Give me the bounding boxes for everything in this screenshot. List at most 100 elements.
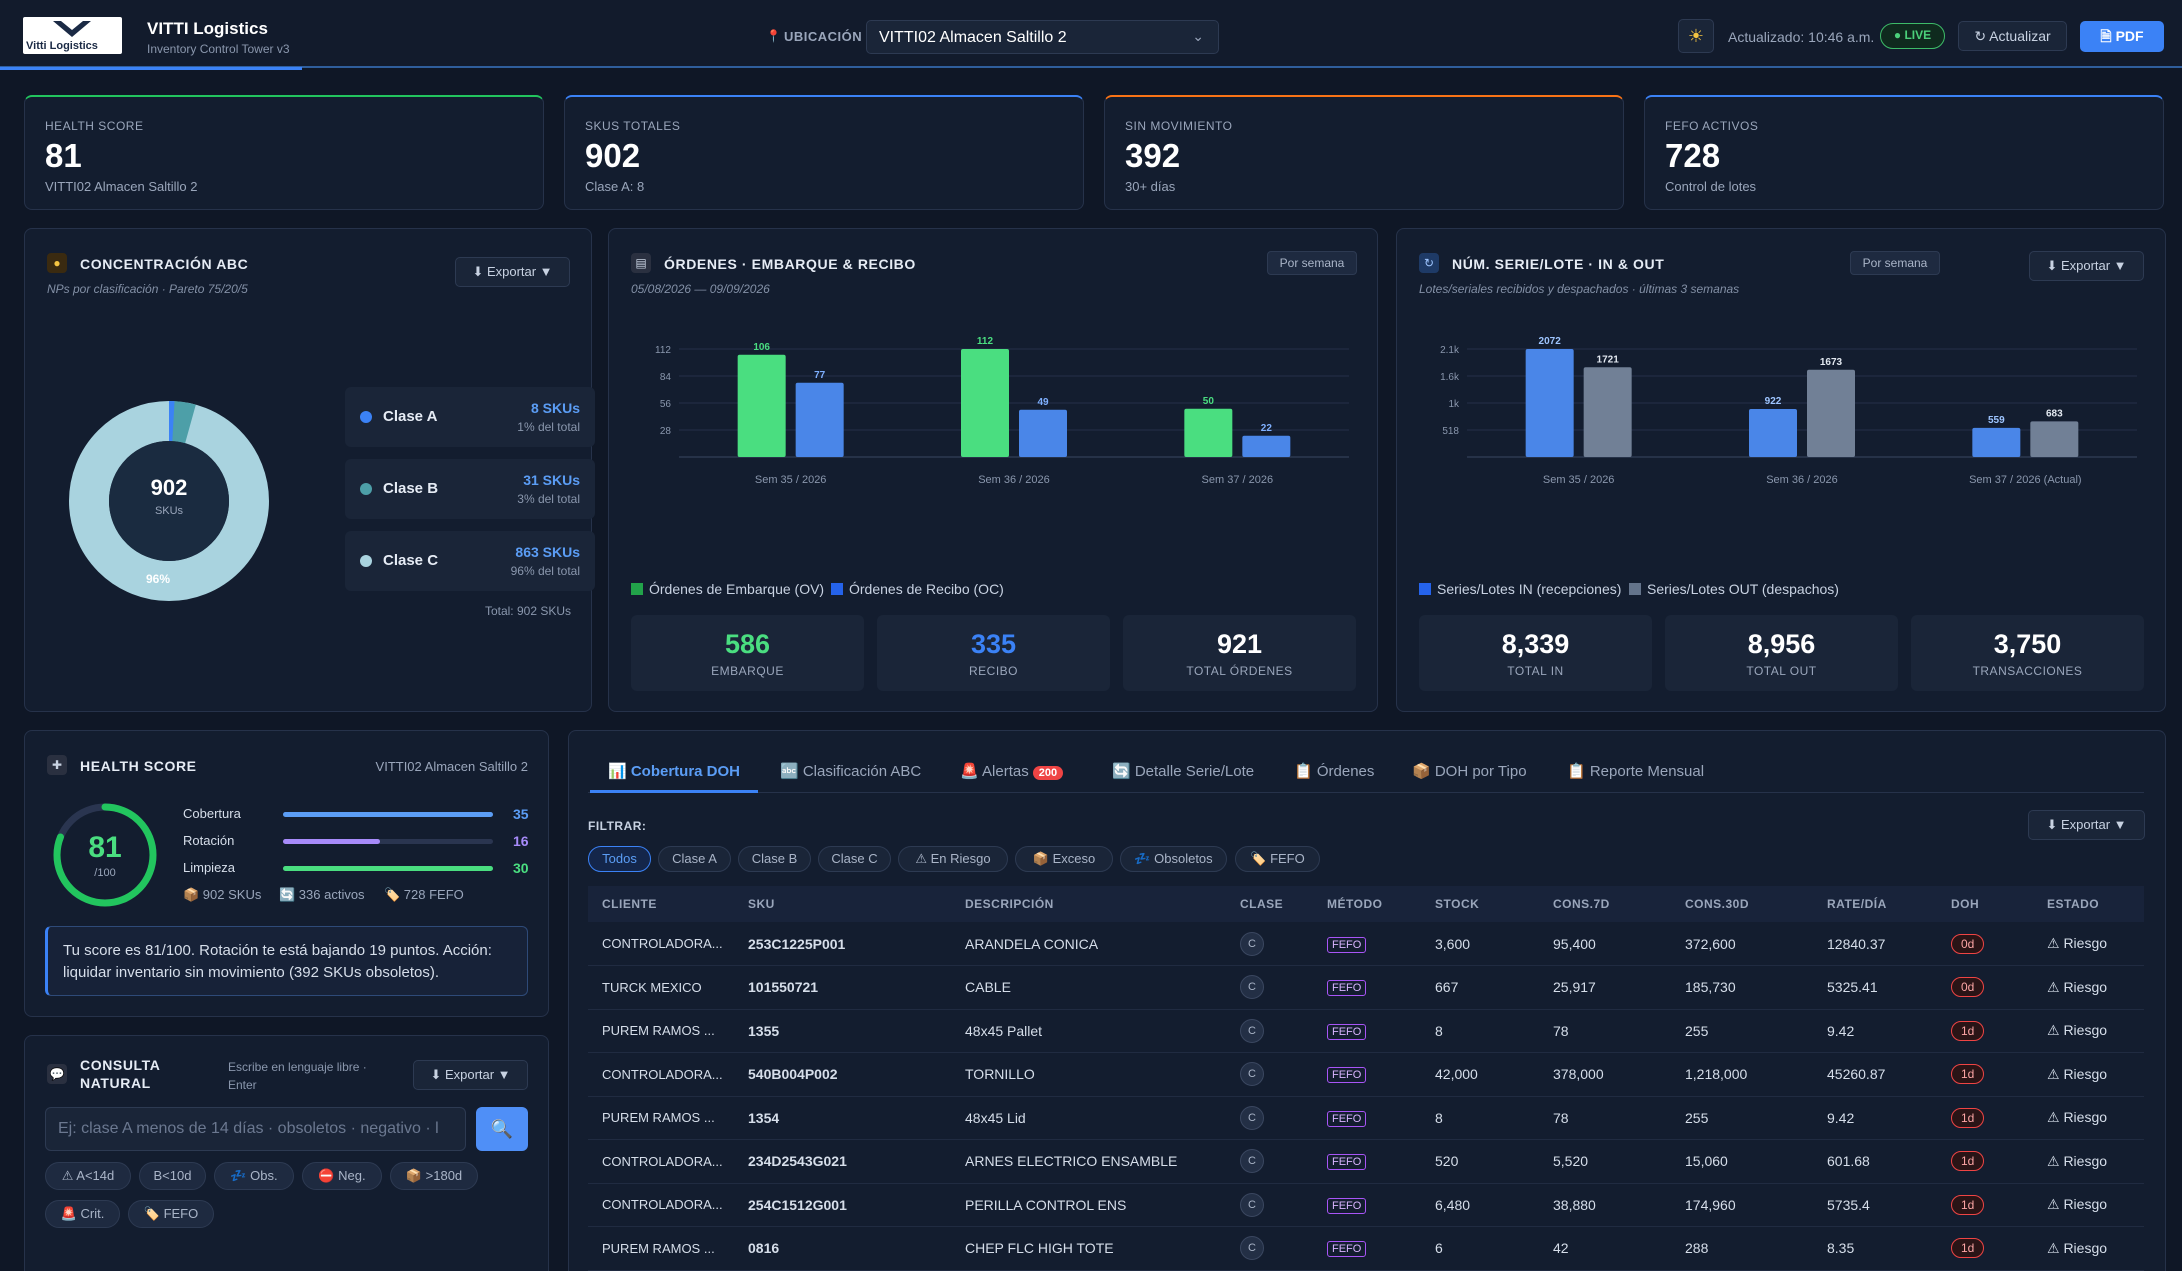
col-header[interactable]: STOCK: [1421, 886, 1539, 922]
x-category-label: Sem 37 / 2026: [1202, 474, 1274, 486]
kpi-fefo-activos: FEFO ACTIVOS 728 Control de lotes: [1644, 95, 2164, 210]
gauge-fill: [53, 803, 157, 907]
filter-clase-b[interactable]: Clase B: [738, 846, 811, 872]
table-row[interactable]: CONTROLADORA... 253C1225P001 ARANDELA CONI…: [588, 922, 2144, 966]
stat-value: 3,750: [1993, 629, 2062, 659]
card-dates: 05/08/2026 — 09/09/2026: [631, 282, 770, 296]
query-chip[interactable]: 🏷️ FEFO: [128, 1200, 214, 1228]
tab-detalle-serie-lote[interactable]: 🔄 Detalle Serie/Lote: [1112, 763, 1255, 780]
cell-sku[interactable]: 1355: [734, 1009, 951, 1053]
kpi-sub: Control de lotes: [1665, 179, 1757, 194]
col-header[interactable]: CONS.7D: [1539, 886, 1671, 922]
cell-metodo: FEFO: [1313, 1009, 1421, 1053]
brand-subtitle: Inventory Control Tower v3: [147, 42, 290, 56]
location-select[interactable]: VITTI02 Almacen Saltillo 2 ⌄: [866, 20, 1219, 54]
kpi-label: FEFO ACTIVOS: [1665, 119, 1759, 133]
filter-todos[interactable]: Todos: [588, 846, 651, 872]
cell-sku[interactable]: 1354: [734, 1096, 951, 1140]
table-row[interactable]: PUREM RAMOS ... 0816 CHEP FLC HIGH TOTE C FE…: [588, 1226, 2144, 1271]
abc-class-name: Clase A: [383, 408, 438, 425]
natural-query-input[interactable]: Ej: clase A menos de 14 días · obsoletos…: [45, 1107, 466, 1151]
cell-metodo: FEFO: [1313, 1183, 1421, 1227]
cell-sku[interactable]: 540B004P002: [734, 1052, 951, 1097]
col-header[interactable]: RATE/DÍA: [1813, 886, 1937, 922]
tab-cobertura-doh[interactable]: 📊 Cobertura DOH: [608, 763, 741, 780]
kpi-health-score: HEALTH SCORE 81 VITTI02 Almacen Saltillo…: [24, 95, 544, 210]
x-category-label: Sem 37 / 2026 (Actual): [1969, 474, 2082, 486]
filter-clase-c[interactable]: Clase C: [818, 846, 891, 872]
cell-doh: 0d: [1937, 965, 2033, 1010]
abc-card: ● CONCENTRACIÓN ABC NPs por clasificació…: [24, 228, 595, 712]
cell-sku[interactable]: 253C1225P001: [734, 922, 951, 966]
export-button[interactable]: ⬇ Exportar ▼: [2028, 810, 2145, 840]
export-button[interactable]: ⬇ Exportar ▼: [455, 257, 570, 287]
query-chip[interactable]: ⚠ A<14d: [45, 1162, 131, 1190]
tab-ordenes[interactable]: 📋 Órdenes: [1294, 763, 1375, 780]
col-header[interactable]: CLASE: [1226, 886, 1313, 922]
col-header[interactable]: MÉTODO: [1313, 886, 1421, 922]
filter-fefo[interactable]: 🏷️ FEFO: [1235, 846, 1320, 872]
location-label: UBICACIÓN: [784, 29, 863, 44]
filter-exceso[interactable]: 📦 Exceso: [1015, 846, 1113, 872]
bar: [1525, 349, 1574, 457]
cell-doh-badge: 1d: [1951, 1151, 1985, 1172]
card-title-2: NATURAL: [80, 1075, 151, 1091]
cell-clase: C: [1226, 922, 1313, 966]
col-header[interactable]: CLIENTE: [588, 886, 734, 922]
cell-descripcion: 48x45 Lid: [951, 1096, 1226, 1140]
cell-cons30d: 372,600: [1671, 922, 1813, 966]
col-header[interactable]: CONS.30D: [1671, 886, 1813, 922]
query-chip[interactable]: 💤 Obs.: [214, 1162, 294, 1190]
cell-sku[interactable]: 254C1512G001: [734, 1183, 951, 1227]
top-bar: Vitti Logistics VITTI Logistics Inventor…: [0, 0, 2182, 68]
export-button[interactable]: ⬇ Exportar ▼: [2029, 251, 2144, 281]
cell-sku[interactable]: 0816: [734, 1226, 951, 1271]
filter-clase-a[interactable]: Clase A: [658, 846, 731, 872]
table-row[interactable]: CONTROLADORA... 540B004P002 TORNILLO C FEFO 4…: [588, 1052, 2144, 1097]
table-row[interactable]: PUREM RAMOS ... 1354 48x45 Lid C FEFO 8 78 255 9…: [588, 1096, 2144, 1140]
refresh-button[interactable]: ↻ Actualizar: [1958, 21, 2067, 51]
cell-sku[interactable]: 234D2543G021: [734, 1139, 951, 1184]
col-header[interactable]: SKU: [734, 886, 951, 922]
search-button[interactable]: 🔍: [476, 1107, 528, 1151]
cell-metodo-badge: FEFO: [1327, 936, 1367, 953]
table-row[interactable]: TURCK MEXICO 101550721 CABLE C FEFO 667 25,917…: [588, 965, 2144, 1010]
theme-toggle-sun-icon[interactable]: ☀: [1678, 19, 1714, 53]
cell-cliente: PUREM RAMOS ...: [588, 1226, 734, 1271]
tab-clasificacion-abc[interactable]: 🔤 Clasificación ABC: [780, 763, 922, 780]
cell-stock: 6,480: [1421, 1183, 1539, 1227]
legend-in: Series/Lotes IN (recepciones): [1419, 581, 1621, 597]
search-icon: 🔍: [490, 1119, 514, 1139]
period-pill[interactable]: Por semana: [1267, 251, 1357, 275]
table-row[interactable]: CONTROLADORA... 254C1512G001 PERILLA CONTR…: [588, 1183, 2144, 1227]
kpi-sub: VITTI02 Almacen Saltillo 2: [45, 179, 198, 194]
tab-doh-por-tipo[interactable]: 📦 DOH por Tipo: [1412, 763, 1527, 780]
period-pill[interactable]: Por semana: [1850, 251, 1940, 275]
filter-obsoletos[interactable]: 💤 Obsoletos: [1120, 846, 1227, 872]
query-chip[interactable]: ⛔ Neg.: [302, 1162, 382, 1190]
cell-sku[interactable]: 101550721: [734, 965, 951, 1010]
table-row[interactable]: PUREM RAMOS ... 1355 48x45 Pallet C FEFO 8 78 2…: [588, 1009, 2144, 1053]
export-button[interactable]: ⬇ Exportar ▼: [413, 1060, 528, 1090]
metric-fill-rotacion: [283, 839, 380, 844]
metric-track: [283, 839, 493, 844]
col-header[interactable]: ESTADO: [2033, 886, 2144, 922]
query-chip[interactable]: 🚨 Crit.: [45, 1200, 120, 1228]
query-chip[interactable]: 📦 >180d: [390, 1162, 478, 1190]
table-row[interactable]: CONTROLADORA... 234D2543G021 ARNES ELECTRI…: [588, 1139, 2144, 1184]
metric-label: Limpieza: [183, 860, 236, 875]
cell-descripcion: CHEP FLC HIGH TOTE: [951, 1226, 1226, 1271]
orders-card: ▤ ÓRDENES · EMBARQUE & RECIBO 05/08/2026…: [608, 228, 1378, 712]
kpi-label: HEALTH SCORE: [45, 119, 144, 133]
cell-rate: 12840.37: [1813, 922, 1937, 966]
col-header[interactable]: DOH: [1937, 886, 2033, 922]
filter-en-riesgo[interactable]: ⚠ En Riesgo: [898, 846, 1008, 872]
clipboard-icon: ▤: [631, 253, 651, 273]
tab-reporte-mensual[interactable]: 📋 Reporte Mensual: [1567, 763, 1705, 780]
abc-row-clase-b: Clase B 31 SKUs 3% del total: [345, 459, 595, 519]
query-chip[interactable]: B<10d: [139, 1162, 206, 1190]
col-header[interactable]: DESCRIPCIÓN: [951, 886, 1226, 922]
tab-alertas[interactable]: 🚨 Alertas 200: [960, 762, 1064, 780]
cell-clase-badge: C: [1240, 1192, 1264, 1217]
pdf-button[interactable]: 🗎 PDF: [2080, 21, 2164, 52]
